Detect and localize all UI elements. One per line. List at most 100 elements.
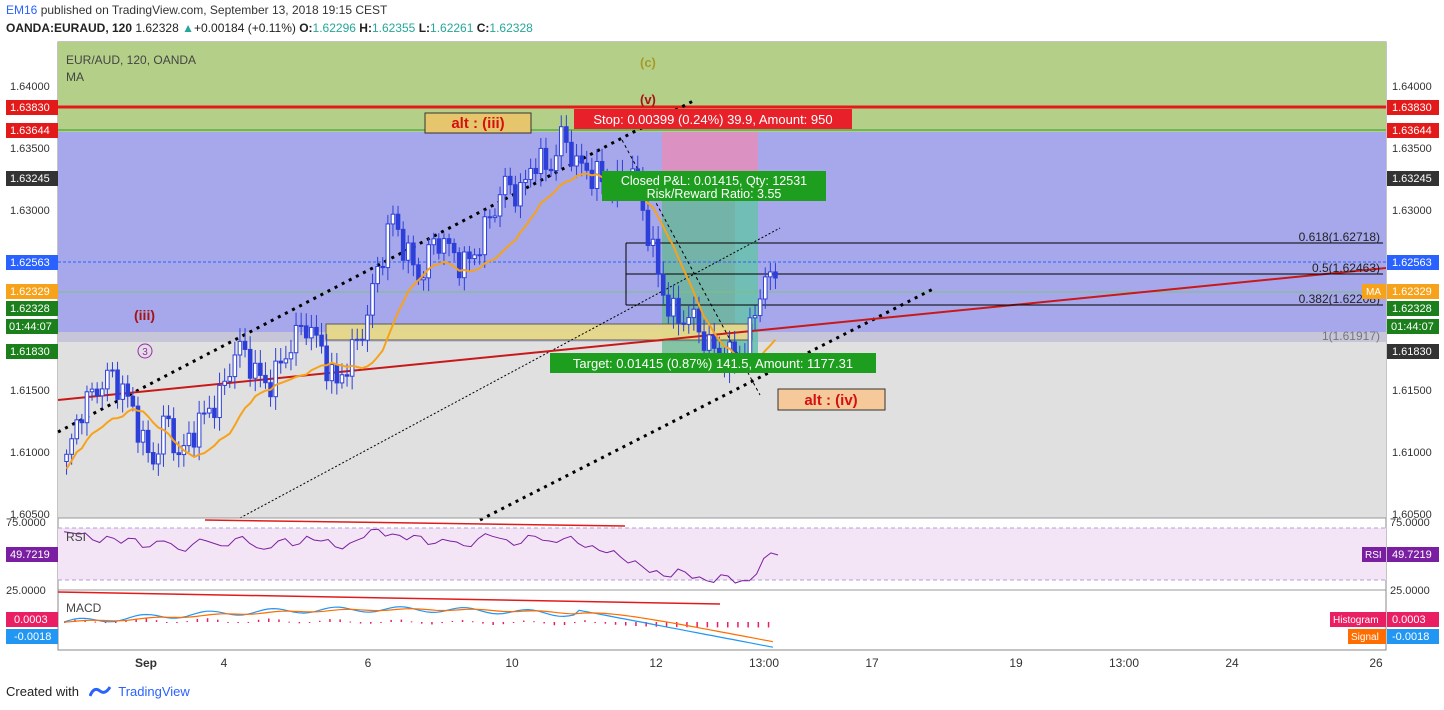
candle-body [130, 395, 136, 407]
candle-body [105, 369, 110, 390]
candle-body [171, 418, 176, 454]
fib-05-label: 0.5(1.62463) [1312, 261, 1380, 275]
hist-value-bg [6, 612, 58, 627]
macd-legend: MACD [66, 601, 102, 615]
candle-body [400, 228, 406, 261]
time-axis[interactable]: Sep 4 6 10 12 13:00 17 19 13:00 24 26 [135, 656, 1383, 670]
candle-body [762, 276, 768, 300]
lp-2: 1.63245 [10, 173, 50, 185]
candle-body [426, 244, 431, 279]
candle-body [757, 298, 763, 317]
alt-iii-label: alt : (iii) [451, 115, 504, 132]
rsi-line [63, 528, 779, 584]
histogram-bar [574, 622, 576, 624]
candle-body [451, 242, 457, 254]
low-value: 1.62261 [430, 21, 474, 35]
candle-body [227, 376, 233, 382]
candle-body [79, 419, 85, 424]
hist-tag-bg [1330, 612, 1386, 627]
alt-iii-box [424, 112, 532, 134]
chart-title: EUR/AUD, 120, OANDA [66, 53, 196, 67]
candle-body [497, 194, 503, 217]
candle-body [507, 175, 513, 186]
lp-bg-2 [6, 171, 58, 186]
high-value: 1.62355 [371, 21, 416, 35]
candle-body [212, 407, 217, 419]
tradingview-logo-icon[interactable] [88, 684, 111, 701]
candle-body [543, 147, 549, 170]
candle-body [773, 271, 778, 279]
target-box [550, 353, 876, 373]
histogram-bar [563, 622, 566, 626]
wave-3-circle [137, 343, 153, 359]
candle-body [589, 169, 595, 189]
candle-body [681, 322, 686, 325]
candle-body [472, 254, 477, 260]
right-price-axis[interactable]: 1.64000 1.63500 1.63000 1.61500 1.61000 … [1392, 81, 1432, 521]
right-price-labels: 1.63830 1.63644 1.63245 1.62563 MA 1.623… [1362, 100, 1439, 359]
candle-body [747, 317, 753, 355]
candle-body [696, 308, 702, 333]
signal-value-bg [6, 629, 58, 644]
author-name[interactable]: EM16 [6, 3, 38, 17]
candle-body [569, 141, 574, 167]
rp-7: 1.61830 [1392, 346, 1432, 358]
histogram-bar [268, 618, 270, 622]
histogram-bar [176, 622, 178, 623]
candle-body [385, 223, 391, 269]
last-price: 1.62328 [135, 21, 179, 35]
histogram-bar [125, 620, 127, 622]
x-tick-5: 13:00 [749, 656, 779, 670]
histogram-bar [645, 622, 647, 627]
histogram-bar [278, 619, 280, 622]
moving-average-line [65, 172, 777, 470]
histogram-bar [686, 622, 688, 628]
rp-1: 1.63644 [1392, 125, 1432, 137]
candle-body [456, 252, 462, 279]
candle-body [217, 384, 222, 419]
histogram-bar [472, 621, 474, 623]
histogram-bar [635, 622, 637, 627]
left-price-axis[interactable]: 1.64000 1.63500 1.63000 1.61500 1.61000 … [10, 81, 50, 521]
candle-body [380, 265, 386, 269]
histogram-bar [390, 619, 392, 622]
lp-bg-5 [6, 301, 58, 316]
stop-box [574, 109, 852, 129]
rp-bg-1 [1387, 123, 1439, 138]
rp-bg-6 [1387, 319, 1439, 334]
histogram-bar [747, 622, 749, 628]
rp-bg-4 [1387, 284, 1439, 299]
rp-6: 01:44:07 [1391, 321, 1434, 333]
histogram-bar [492, 622, 494, 625]
histogram-bar [247, 621, 250, 623]
pnl-label: Closed P&L: 0.01415, Qty: 12531 [621, 174, 807, 188]
lp-6: 01:44:07 [9, 321, 52, 333]
alt-iv-label: alt : (iv) [804, 392, 857, 409]
ma-legend: MA [66, 70, 84, 84]
candle-body [548, 168, 554, 172]
candle-body [523, 178, 528, 184]
rsi-tag: RSI [1365, 550, 1382, 561]
candle-body [660, 273, 666, 296]
candle-body [145, 429, 151, 454]
lp-bg-6 [6, 319, 58, 334]
tradingview-link[interactable]: TradingView [118, 684, 190, 699]
candle-body [201, 412, 207, 415]
symbol-name: OANDA:EURAUD, 120 [6, 21, 133, 35]
histogram-bar [553, 622, 556, 626]
fib-1-label: 1(1.61917) [1322, 329, 1380, 343]
candle-body [344, 374, 350, 377]
r-tick-5: 1.61500 [1392, 385, 1432, 397]
low-label: L: [418, 21, 431, 35]
histogram-bar [523, 620, 525, 622]
histogram-bar [614, 622, 617, 625]
lp-bg-7 [6, 344, 58, 359]
rsi-divergence-line [204, 519, 626, 527]
publish-info: EM16 published on TradingView.com, Septe… [6, 3, 387, 17]
candle-body [176, 452, 182, 456]
wave-3-label: 3 [142, 347, 148, 358]
histogram-bar [257, 619, 260, 622]
candle-body [120, 383, 125, 400]
signal-tag-bg [1348, 629, 1386, 644]
